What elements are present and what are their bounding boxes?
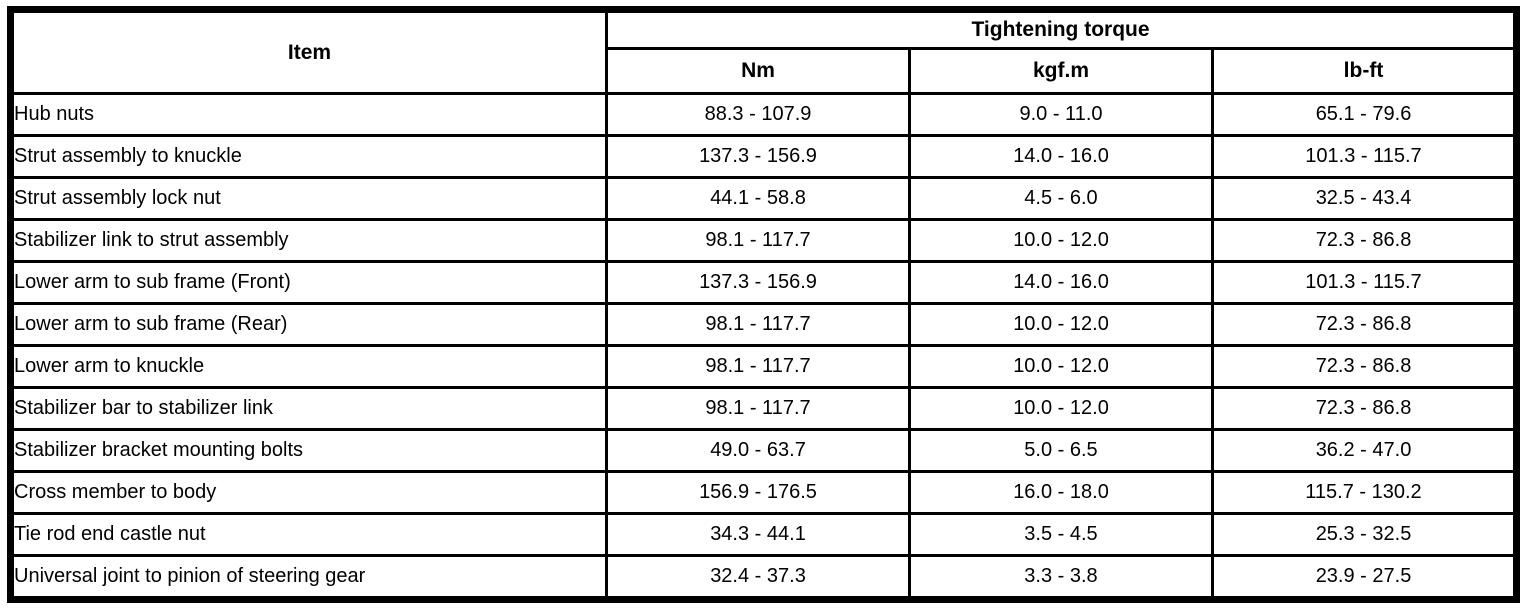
nm-value-cell: 34.3 - 44.1 <box>605 512 911 557</box>
kgfm-value-cell: 14.0 - 16.0 <box>908 134 1214 179</box>
unit-header-lbft: lb-ft <box>1211 47 1518 95</box>
item-cell: Hub nuts <box>9 92 608 137</box>
lbft-value-cell: 72.3 - 86.8 <box>1211 344 1518 389</box>
lbft-value-cell: 72.3 - 86.8 <box>1211 302 1518 347</box>
table-row: Universal joint to pinion of steering ge… <box>9 554 1518 601</box>
lbft-value-cell: 115.7 - 130.2 <box>1211 470 1518 515</box>
kgfm-value-cell: 14.0 - 16.0 <box>908 260 1214 305</box>
item-cell: Strut assembly lock nut <box>9 176 608 221</box>
lbft-value-cell: 72.3 - 86.8 <box>1211 218 1518 263</box>
nm-value-cell: 98.1 - 117.7 <box>605 386 911 431</box>
table-row: Cross member to body 156.9 - 176.5 16.0 … <box>9 470 1518 515</box>
kgfm-value-cell: 5.0 - 6.5 <box>908 428 1214 473</box>
lbft-value-cell: 101.3 - 115.7 <box>1211 134 1518 179</box>
item-cell: Lower arm to sub frame (Rear) <box>9 302 608 347</box>
table-row: Strut assembly lock nut 44.1 - 58.8 4.5 … <box>9 176 1518 221</box>
nm-value-cell: 98.1 - 117.7 <box>605 302 911 347</box>
kgfm-value-cell: 16.0 - 18.0 <box>908 470 1214 515</box>
unit-header-row: Nm kgf.m lb-ft <box>11 47 1518 95</box>
table-row: Stabilizer bracket mounting bolts 49.0 -… <box>9 428 1518 473</box>
table-row: Strut assembly to knuckle 137.3 - 156.9 … <box>9 134 1518 179</box>
nm-value-cell: 137.3 - 156.9 <box>605 260 911 305</box>
item-column-header: Item <box>9 8 608 95</box>
item-cell: Strut assembly to knuckle <box>9 134 608 179</box>
lbft-value-cell: 23.9 - 27.5 <box>1211 554 1518 601</box>
item-cell: Stabilizer link to strut assembly <box>9 218 608 263</box>
item-cell: Tie rod end castle nut <box>9 512 608 557</box>
kgfm-value-cell: 3.3 - 3.8 <box>908 554 1214 601</box>
kgfm-value-cell: 10.0 - 12.0 <box>908 344 1214 389</box>
nm-value-cell: 98.1 - 117.7 <box>605 344 911 389</box>
item-cell: Stabilizer bar to stabilizer link <box>9 386 608 431</box>
item-cell: Lower arm to sub frame (Front) <box>9 260 608 305</box>
lbft-value-cell: 25.3 - 32.5 <box>1211 512 1518 557</box>
kgfm-value-cell: 3.5 - 4.5 <box>908 512 1214 557</box>
table-row: Hub nuts 88.3 - 107.9 9.0 - 11.0 65.1 - … <box>9 92 1518 137</box>
lbft-value-cell: 65.1 - 79.6 <box>1211 92 1518 137</box>
item-cell: Universal joint to pinion of steering ge… <box>9 554 608 601</box>
unit-header-kgfm: kgf.m <box>908 47 1214 95</box>
table-body: Hub nuts 88.3 - 107.9 9.0 - 11.0 65.1 - … <box>9 92 1518 601</box>
lbft-value-cell: 36.2 - 47.0 <box>1211 428 1518 473</box>
kgfm-value-cell: 4.5 - 6.0 <box>908 176 1214 221</box>
tightening-torque-group-header: Tightening torque <box>605 8 1518 50</box>
kgfm-value-cell: 10.0 - 12.0 <box>908 218 1214 263</box>
nm-value-cell: 98.1 - 117.7 <box>605 218 911 263</box>
kgfm-value-cell: 10.0 - 12.0 <box>908 302 1214 347</box>
unit-header-nm: Nm <box>605 47 911 95</box>
item-cell: Stabilizer bracket mounting bolts <box>9 428 608 473</box>
item-cell: Lower arm to knuckle <box>9 344 608 389</box>
nm-value-cell: 88.3 - 107.9 <box>605 92 911 137</box>
item-cell: Cross member to body <box>9 470 608 515</box>
kgfm-value-cell: 9.0 - 11.0 <box>908 92 1214 137</box>
lbft-value-cell: 101.3 - 115.7 <box>1211 260 1518 305</box>
nm-value-cell: 32.4 - 37.3 <box>605 554 911 601</box>
table-row: Lower arm to sub frame (Front) 137.3 - 1… <box>9 260 1518 305</box>
table-row: Lower arm to knuckle 98.1 - 117.7 10.0 -… <box>9 344 1518 389</box>
table-row: Lower arm to sub frame (Rear) 98.1 - 117… <box>9 302 1518 347</box>
nm-value-cell: 156.9 - 176.5 <box>605 470 911 515</box>
table-row: Stabilizer link to strut assembly 98.1 -… <box>9 218 1518 263</box>
table-header: Item Tightening torque Nm kgf.m lb-ft <box>9 8 1518 95</box>
table-row: Tie rod end castle nut 34.3 - 44.1 3.5 -… <box>9 512 1518 557</box>
table-row: Stabilizer bar to stabilizer link 98.1 -… <box>9 386 1518 431</box>
lbft-value-cell: 72.3 - 86.8 <box>1211 386 1518 431</box>
nm-value-cell: 44.1 - 58.8 <box>605 176 911 221</box>
nm-value-cell: 49.0 - 63.7 <box>605 428 911 473</box>
lbft-value-cell: 32.5 - 43.4 <box>1211 176 1518 221</box>
kgfm-value-cell: 10.0 - 12.0 <box>908 386 1214 431</box>
tightening-torque-table: Item Tightening torque Nm kgf.m lb-ft Hu… <box>7 6 1520 603</box>
group-header-row: Item Tightening torque <box>9 8 1518 95</box>
nm-value-cell: 137.3 - 156.9 <box>605 134 911 179</box>
